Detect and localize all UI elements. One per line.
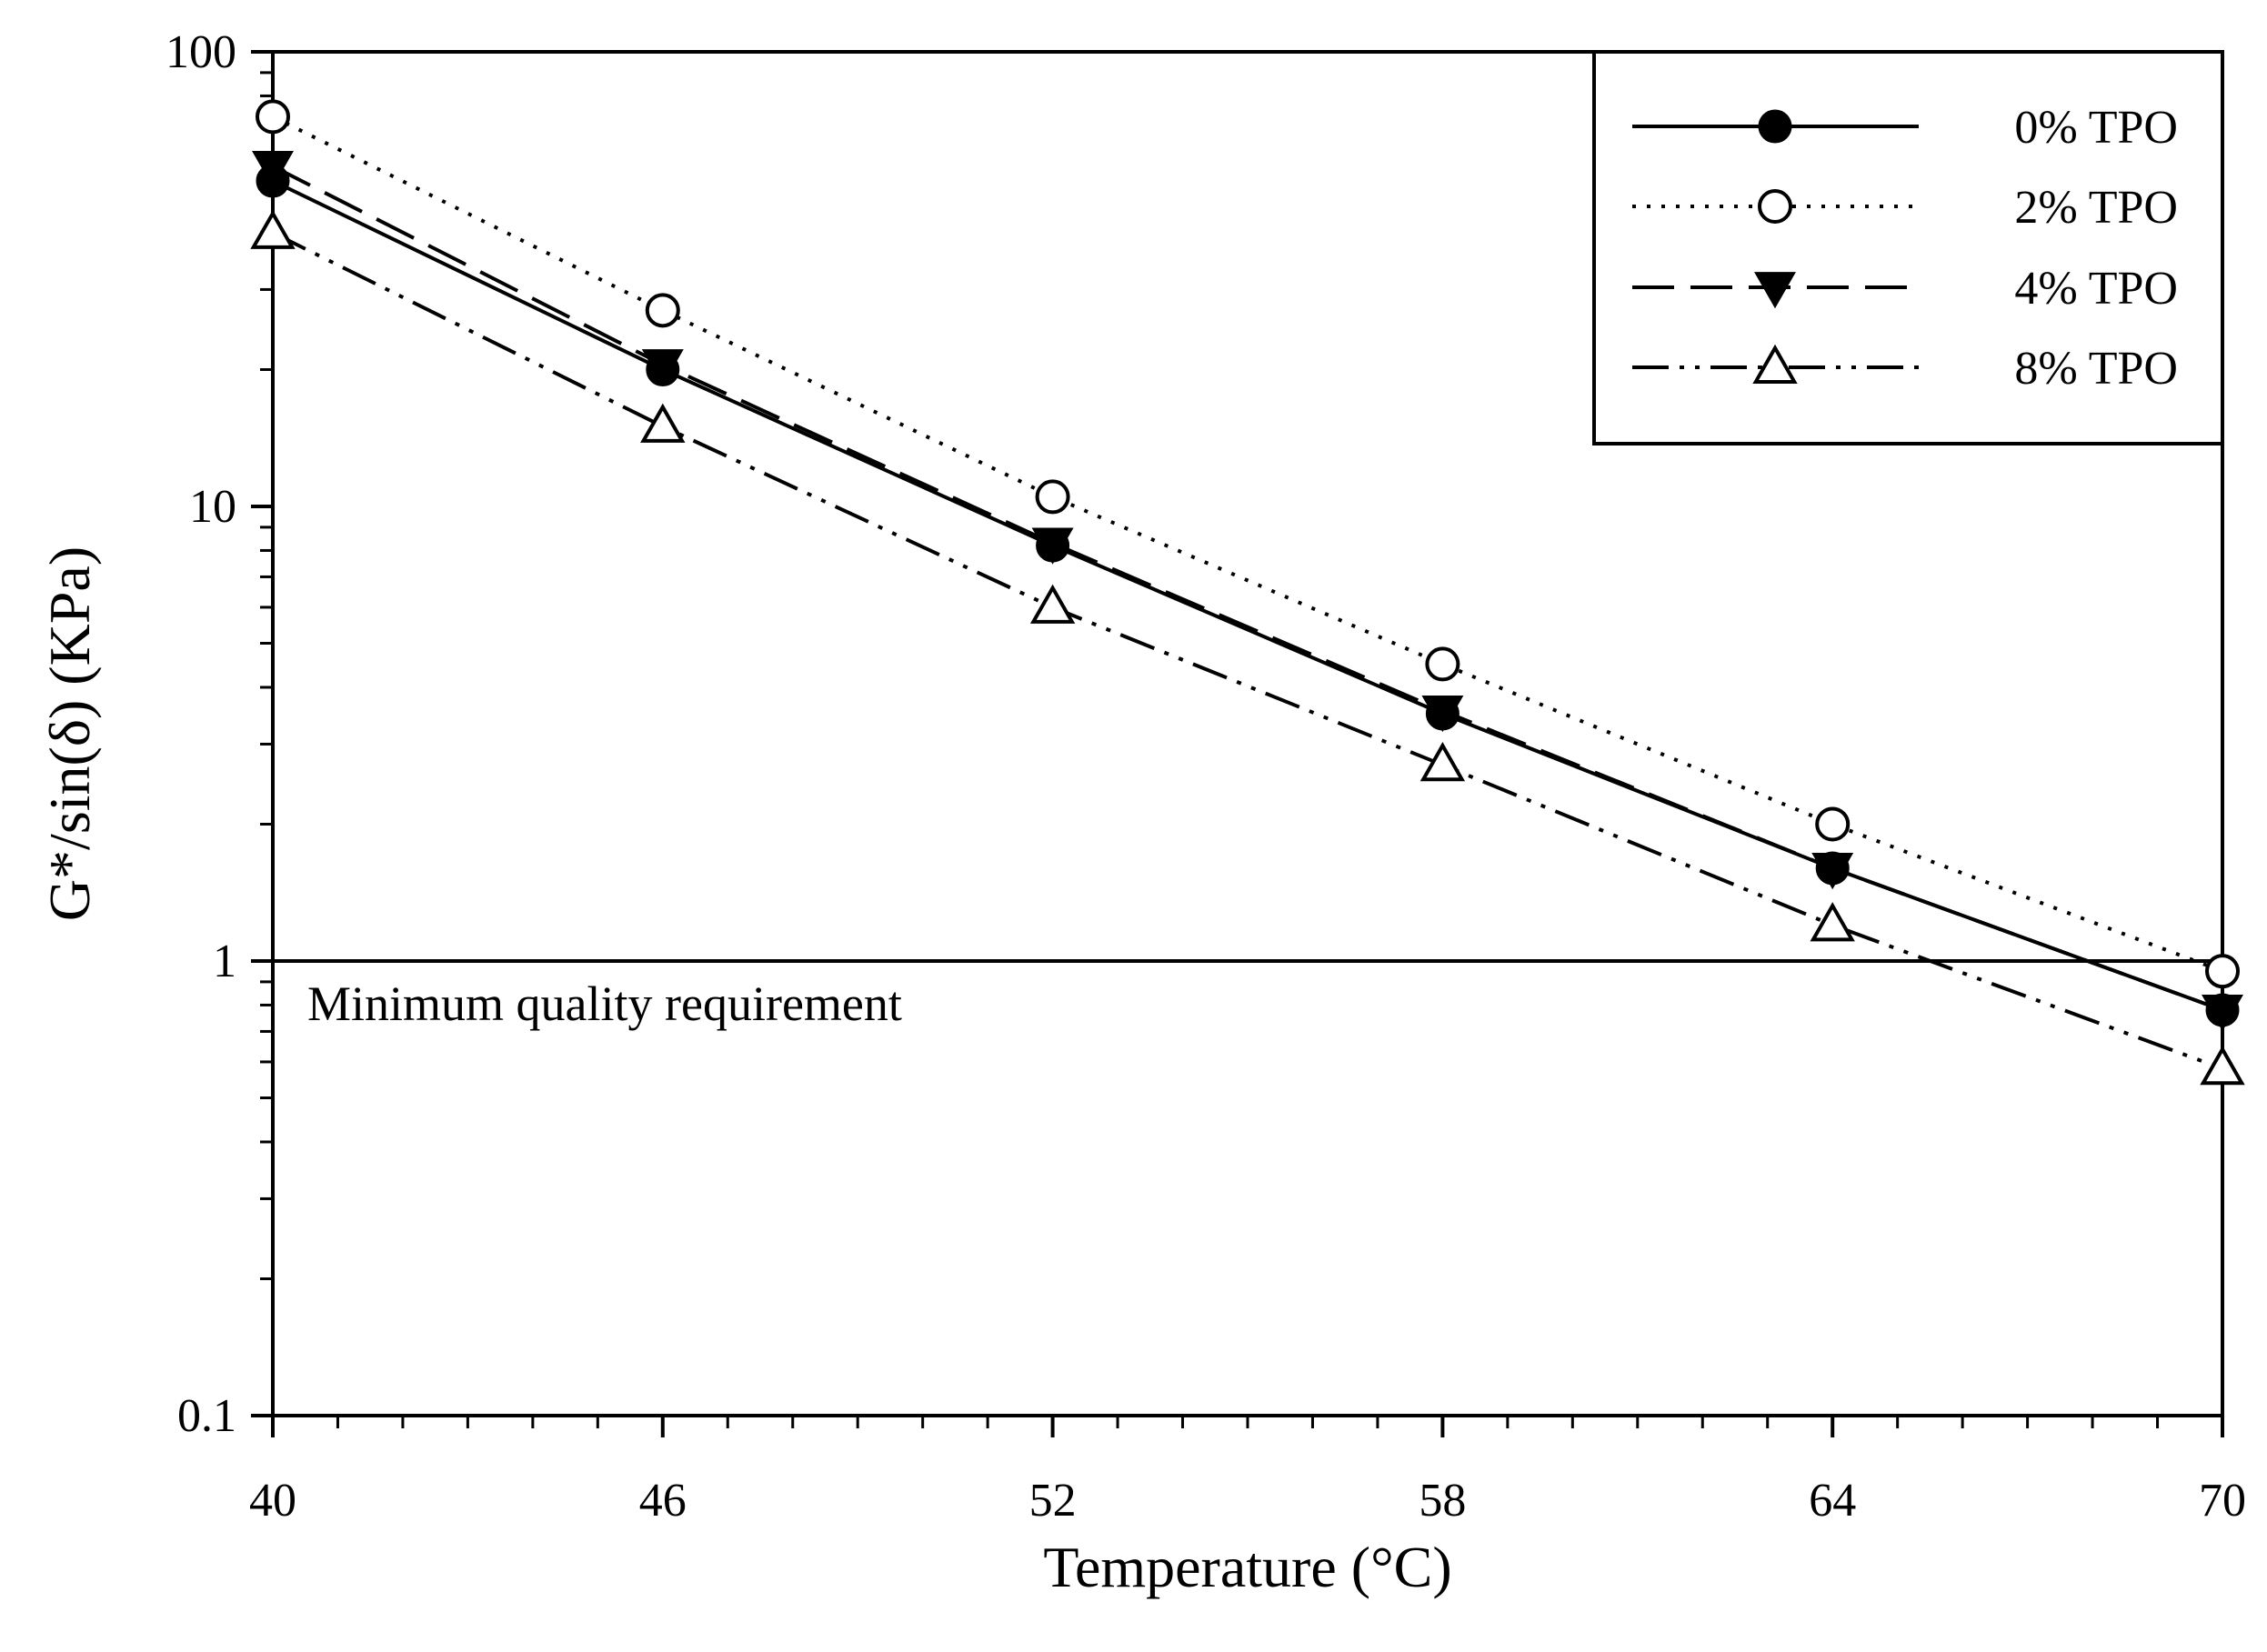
y-tick-label: 10 xyxy=(189,481,236,533)
minimum-requirement-label: Minimum quality requirement xyxy=(307,976,902,1031)
filled-circle-marker xyxy=(1036,528,1070,563)
open-circle-marker xyxy=(1758,189,1792,224)
legend-label: 2% TPO xyxy=(2014,182,2178,234)
series-line-2 xyxy=(272,165,2223,1012)
x-axis-title: Temperature (°C) xyxy=(1043,1535,1451,1599)
x-tick-labels: 40 46 52 58 64 70 xyxy=(249,1475,2246,1527)
filled-circle-marker xyxy=(646,352,680,386)
y-tick-labels: 0.1 1 10 100 xyxy=(166,26,236,1442)
y-tick-label: 1 xyxy=(213,936,236,987)
series-lines xyxy=(272,115,2223,1071)
open-triangle-up-marker xyxy=(1029,584,1076,624)
x-major-ticks xyxy=(271,1416,2224,1437)
y-axis-title: G*/sin(δ) (KPa) xyxy=(37,546,102,921)
open-circle-marker xyxy=(1035,479,1070,515)
filled-circle-marker xyxy=(256,164,290,198)
open-circle-marker xyxy=(645,293,680,328)
open-triangle-up-marker xyxy=(1419,742,1466,782)
x-tick-label: 64 xyxy=(1809,1475,1856,1527)
open-circle-marker xyxy=(1425,646,1460,682)
x-minor-ticks xyxy=(336,1416,2160,1428)
y-tick-label: 0.1 xyxy=(177,1390,236,1442)
y-ticks xyxy=(251,50,273,1417)
x-tick-label: 40 xyxy=(249,1475,296,1527)
x-tick-label: 52 xyxy=(1029,1475,1077,1527)
filled-triangle-down-marker xyxy=(1754,272,1796,309)
open-circle-marker xyxy=(256,99,290,135)
filled-circle-marker xyxy=(1425,696,1460,731)
open-triangle-up-marker xyxy=(250,209,296,249)
legend-label: 8% TPO xyxy=(2014,343,2178,395)
filled-circle-marker xyxy=(2205,993,2240,1027)
y-tick-label: 100 xyxy=(166,26,236,78)
open-triangle-up-marker xyxy=(1810,902,1855,942)
x-tick-label: 46 xyxy=(639,1475,687,1527)
legend-label: 4% TPO xyxy=(2014,263,2178,315)
series-line-1 xyxy=(272,115,2223,974)
open-circle-marker xyxy=(2205,954,2240,989)
filled-circle-marker xyxy=(1815,851,1850,886)
series-line-3 xyxy=(272,231,2223,1071)
legend-label: 0% TPO xyxy=(2014,102,2178,154)
open-triangle-up-marker xyxy=(1752,344,1798,384)
series-markers xyxy=(250,99,2245,1086)
open-triangle-up-marker xyxy=(2200,1046,2245,1086)
x-tick-label: 58 xyxy=(1419,1475,1466,1527)
open-circle-marker xyxy=(1815,806,1851,842)
legend: 0% TPO 2% TPO 4% TPO 8% TPO xyxy=(1592,50,2224,446)
filled-circle-marker xyxy=(1758,109,1792,144)
x-tick-label: 70 xyxy=(2199,1475,2246,1527)
legend-box xyxy=(1592,50,2224,446)
open-triangle-up-marker xyxy=(640,403,686,443)
